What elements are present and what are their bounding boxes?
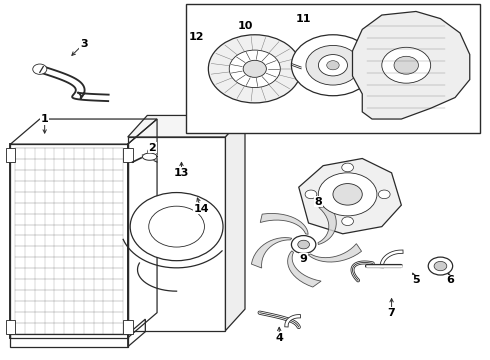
Circle shape bbox=[229, 50, 280, 87]
Polygon shape bbox=[260, 213, 308, 234]
Polygon shape bbox=[251, 238, 292, 268]
Text: 11: 11 bbox=[296, 14, 311, 24]
Text: 3: 3 bbox=[80, 39, 88, 49]
Circle shape bbox=[33, 64, 47, 75]
Circle shape bbox=[342, 217, 353, 226]
Circle shape bbox=[298, 240, 310, 249]
Text: 5: 5 bbox=[412, 275, 420, 285]
PathPatch shape bbox=[40, 67, 109, 101]
Circle shape bbox=[243, 60, 267, 77]
Text: 6: 6 bbox=[446, 275, 454, 285]
Circle shape bbox=[333, 184, 362, 205]
Polygon shape bbox=[288, 251, 321, 287]
Circle shape bbox=[342, 163, 353, 172]
Polygon shape bbox=[186, 4, 480, 134]
Polygon shape bbox=[352, 12, 470, 119]
Text: 8: 8 bbox=[315, 197, 322, 207]
Polygon shape bbox=[128, 116, 245, 137]
Polygon shape bbox=[128, 137, 225, 330]
Circle shape bbox=[318, 173, 377, 216]
Polygon shape bbox=[318, 206, 336, 244]
Circle shape bbox=[378, 190, 390, 199]
Text: 14: 14 bbox=[193, 204, 209, 214]
Circle shape bbox=[382, 47, 431, 83]
Polygon shape bbox=[123, 320, 133, 334]
Circle shape bbox=[305, 190, 317, 199]
Circle shape bbox=[292, 35, 374, 96]
Text: 13: 13 bbox=[174, 168, 189, 178]
Circle shape bbox=[434, 261, 447, 271]
Polygon shape bbox=[143, 153, 157, 160]
Circle shape bbox=[130, 193, 223, 261]
Text: 9: 9 bbox=[300, 254, 308, 264]
Circle shape bbox=[318, 55, 347, 76]
Polygon shape bbox=[5, 148, 15, 162]
Circle shape bbox=[292, 235, 316, 253]
Polygon shape bbox=[5, 320, 15, 334]
Circle shape bbox=[306, 45, 360, 85]
Polygon shape bbox=[123, 148, 133, 162]
Circle shape bbox=[394, 56, 418, 74]
Text: 2: 2 bbox=[148, 143, 156, 153]
Text: 1: 1 bbox=[41, 114, 49, 124]
Circle shape bbox=[327, 61, 339, 70]
Polygon shape bbox=[308, 244, 362, 262]
Circle shape bbox=[208, 35, 301, 103]
Text: 4: 4 bbox=[275, 333, 283, 343]
Circle shape bbox=[428, 257, 453, 275]
Polygon shape bbox=[299, 158, 401, 234]
Text: 10: 10 bbox=[237, 21, 253, 31]
Polygon shape bbox=[225, 116, 245, 330]
Text: 7: 7 bbox=[388, 308, 395, 318]
Text: 12: 12 bbox=[188, 32, 204, 41]
